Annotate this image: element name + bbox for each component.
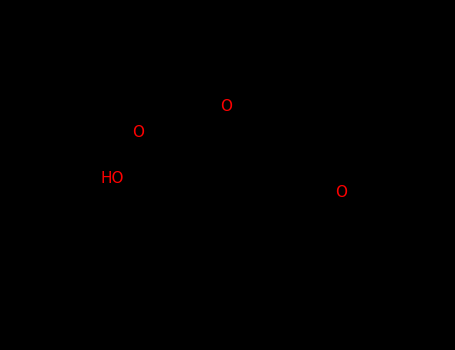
Text: O: O (132, 125, 144, 140)
Text: O: O (335, 185, 347, 200)
Text: HO: HO (101, 172, 124, 187)
Text: O: O (220, 99, 232, 114)
